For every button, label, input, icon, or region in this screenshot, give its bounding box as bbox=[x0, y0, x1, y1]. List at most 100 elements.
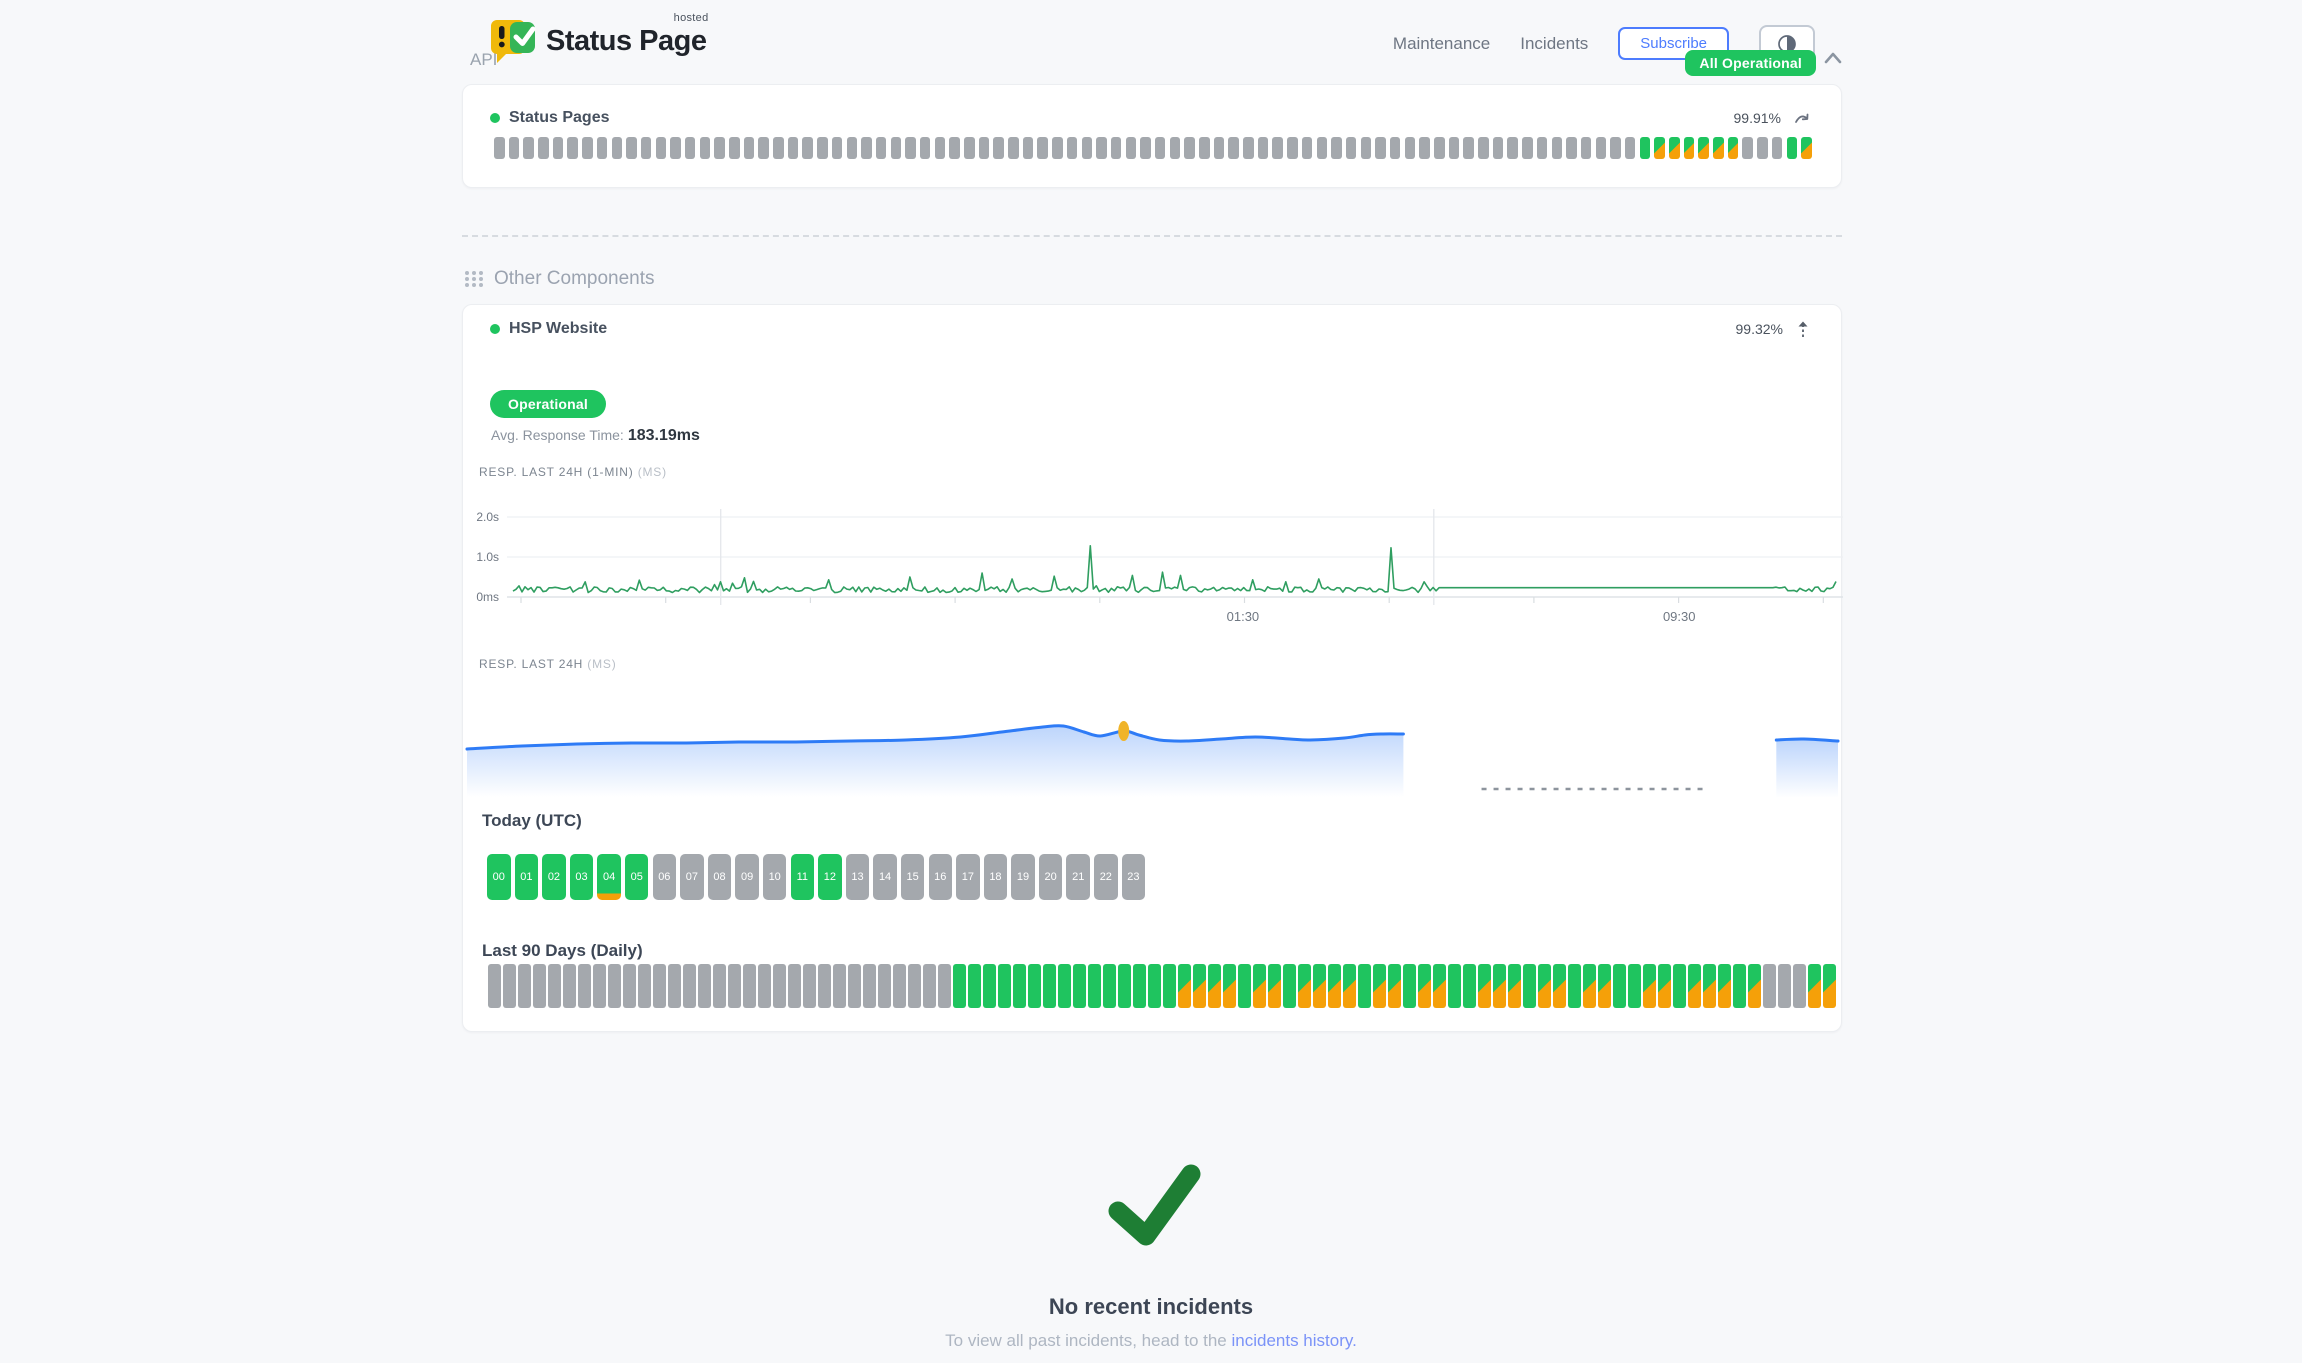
uptime-bar bbox=[494, 137, 505, 159]
status-dot-icon bbox=[490, 324, 500, 334]
daily-uptime-block bbox=[503, 964, 516, 1008]
hour-block-07: 07 bbox=[680, 854, 704, 900]
daily-uptime-block bbox=[1808, 964, 1821, 1008]
daily-uptime-block bbox=[1328, 964, 1341, 1008]
svg-text:2.0s: 2.0s bbox=[476, 510, 499, 524]
uptime-bar bbox=[1272, 137, 1283, 159]
uptime-bar bbox=[1786, 137, 1797, 159]
uptime-bar bbox=[538, 137, 549, 159]
no-incidents-area bbox=[1103, 1162, 1203, 1252]
daily-uptime-block bbox=[698, 964, 711, 1008]
daily-uptime-block bbox=[1448, 964, 1461, 1008]
hour-block-19: 19 bbox=[1011, 854, 1035, 900]
hour-block-13: 13 bbox=[845, 854, 870, 900]
component-name: HSP Website bbox=[509, 320, 608, 337]
resp-24h-chart-label: RESP. LAST 24H (MS) bbox=[479, 657, 617, 671]
hour-block-20: 20 bbox=[1038, 854, 1063, 900]
chevron-up-icon bbox=[1824, 52, 1842, 64]
hour-block-23: 23 bbox=[1121, 854, 1146, 900]
daily-uptime-block bbox=[998, 964, 1011, 1008]
uptime-bar bbox=[1257, 137, 1269, 159]
uptime-bar bbox=[611, 137, 622, 159]
hour-block-02: 02 bbox=[542, 854, 566, 900]
uptime-bar bbox=[1345, 137, 1357, 159]
daily-uptime-block bbox=[1373, 964, 1386, 1008]
brand-logo-icon bbox=[491, 20, 536, 63]
uptime-bar bbox=[1566, 137, 1577, 159]
daily-uptime-block bbox=[728, 964, 741, 1008]
daily-uptime-block bbox=[578, 964, 591, 1008]
hour-block-11: 11 bbox=[790, 854, 815, 900]
daily-uptime-blocks bbox=[488, 964, 1836, 1008]
daily-uptime-block bbox=[968, 964, 981, 1008]
incidents-history-link[interactable]: incidents history. bbox=[1231, 1331, 1357, 1350]
daily-uptime-block bbox=[1148, 964, 1161, 1008]
uptime-bar bbox=[1507, 137, 1518, 159]
nav-incidents-link[interactable]: Incidents bbox=[1520, 33, 1589, 53]
hour-block-08: 08 bbox=[707, 854, 732, 900]
daily-uptime-block bbox=[1358, 964, 1371, 1008]
uptime-bar bbox=[1154, 137, 1166, 159]
overall-status-badge[interactable]: All Operational bbox=[1685, 50, 1816, 76]
uptime-bar bbox=[1669, 137, 1680, 159]
uptime-bar bbox=[861, 137, 872, 159]
uptime-bar bbox=[1228, 137, 1239, 159]
uptime-bar bbox=[1624, 137, 1636, 159]
uptime-bar bbox=[1125, 137, 1137, 159]
daily-uptime-block bbox=[758, 964, 771, 1008]
uptime-bar bbox=[1360, 137, 1372, 159]
daily-uptime-block bbox=[1493, 964, 1506, 1008]
daily-uptime-block bbox=[1643, 964, 1656, 1008]
uptime-bar bbox=[964, 137, 975, 159]
uptime-bar bbox=[1448, 137, 1460, 159]
daily-uptime-block bbox=[653, 964, 666, 1008]
daily-uptime-block bbox=[983, 964, 996, 1008]
last-90-days-label: Last 90 Days (Daily) bbox=[482, 941, 643, 960]
component-card-hsp-website: HSP Website 99.32% Operational Avg. Resp… bbox=[462, 304, 1843, 1032]
uptime-bar bbox=[552, 137, 564, 159]
daily-uptime-block bbox=[1058, 964, 1071, 1008]
uptime-bar bbox=[1654, 137, 1665, 159]
brand-hosted-label: hosted bbox=[673, 11, 709, 24]
daily-uptime-block bbox=[818, 964, 831, 1008]
daily-uptime-block bbox=[1583, 964, 1596, 1008]
daily-uptime-block bbox=[1823, 964, 1836, 1008]
hour-block-01: 01 bbox=[514, 854, 539, 900]
daily-uptime-block bbox=[623, 964, 636, 1008]
daily-uptime-block bbox=[863, 964, 876, 1008]
daily-uptime-block bbox=[1658, 964, 1671, 1008]
uptime-bar bbox=[1463, 137, 1474, 159]
daily-uptime-block bbox=[1703, 964, 1716, 1008]
uptime-bar bbox=[684, 137, 696, 159]
uptime-bar bbox=[919, 137, 931, 159]
hour-block-09: 09 bbox=[735, 854, 759, 900]
daily-uptime-block bbox=[1118, 964, 1131, 1008]
daily-uptime-block bbox=[833, 964, 846, 1008]
daily-uptime-block bbox=[1763, 964, 1776, 1008]
daily-uptime-block bbox=[878, 964, 891, 1008]
uptime-bar bbox=[787, 137, 799, 159]
uptime-bar bbox=[802, 137, 813, 159]
component-card-status-pages: Status Pages 99.91% bbox=[462, 84, 1842, 188]
uptime-bar bbox=[729, 137, 740, 159]
uptime-bar bbox=[1301, 137, 1313, 159]
hour-block-04: 04 bbox=[597, 854, 621, 900]
uptime-bar bbox=[670, 137, 681, 159]
daily-uptime-block bbox=[1538, 964, 1551, 1008]
hour-block-00: 00 bbox=[487, 854, 511, 900]
avg-response-value: 183.19ms bbox=[627, 427, 700, 444]
hour-block-17: 17 bbox=[956, 854, 980, 900]
uptime-bar bbox=[890, 137, 902, 159]
uptime-bar bbox=[1008, 137, 1019, 159]
daily-uptime-block bbox=[1568, 964, 1581, 1008]
daily-uptime-block bbox=[1733, 964, 1746, 1008]
uptime-bar bbox=[1727, 137, 1739, 159]
uptime-bar bbox=[1580, 137, 1592, 159]
section-collapse-button[interactable] bbox=[1822, 50, 1844, 71]
uptime-bar bbox=[1551, 137, 1562, 159]
daily-uptime-block bbox=[1403, 964, 1416, 1008]
nav-maintenance-link[interactable]: Maintenance bbox=[1392, 33, 1491, 53]
daily-uptime-block bbox=[1598, 964, 1611, 1008]
daily-uptime-block bbox=[608, 964, 621, 1008]
